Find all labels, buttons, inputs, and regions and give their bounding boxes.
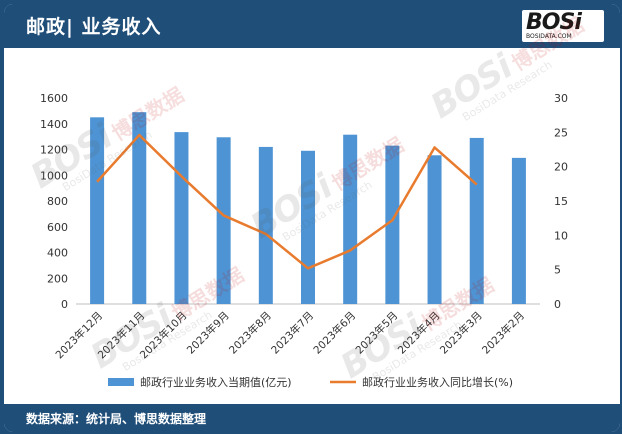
bar xyxy=(216,137,231,304)
bar xyxy=(343,134,358,304)
logo-mark: BOSi xyxy=(526,10,582,35)
brand-logo: BOSi BOSIDATA.COM xyxy=(522,10,604,42)
y-left-tick-label: 400 xyxy=(47,247,68,260)
bar xyxy=(132,112,147,304)
x-tick-label: 2023年8月 xyxy=(226,309,274,357)
y-left-tick-label: 1400 xyxy=(40,118,68,131)
bar xyxy=(301,150,315,304)
header-bar: 邮政| 业务收入 BOSi BOSIDATA.COM xyxy=(4,4,620,50)
x-tick-label: 2023年9月 xyxy=(184,309,232,357)
y-left-tick-label: 200 xyxy=(47,272,68,285)
bar xyxy=(90,117,105,304)
y-right-tick-label: 0 xyxy=(554,298,561,311)
logo-subtext: BOSIDATA.COM xyxy=(526,33,572,40)
bar xyxy=(469,137,484,304)
legend-label-bar: 邮政行业业务收入当期值(亿元) xyxy=(140,375,292,389)
y-left-tick-label: 1600 xyxy=(40,92,68,105)
bar xyxy=(385,145,400,304)
bar xyxy=(427,155,442,304)
y-left-tick-label: 1200 xyxy=(40,144,68,157)
y-right-tick-label: 15 xyxy=(554,195,568,208)
x-tick-label: 2023年2月 xyxy=(479,309,527,357)
data-source: 数据来源：统计局、博思数据整理 xyxy=(26,412,207,426)
chart-card: 邮政| 业务收入 BOSi BOSIDATA.COM 0 200 400 600 800… xyxy=(3,3,621,433)
x-tick-label: 2023年3月 xyxy=(437,309,485,357)
legend-label-line: 邮政行业业务收入同比增长(%) xyxy=(362,375,513,389)
chart-area: 0 200 400 600 800 1000 1200 1400 1600 0 5 10 15 20 25 3… xyxy=(4,50,620,402)
y-right-tick-label: 5 xyxy=(554,264,561,277)
y-left-tick-label: 600 xyxy=(47,221,68,234)
bar xyxy=(511,157,526,304)
x-tick-label: 2023年4月 xyxy=(395,309,443,357)
y-left-tick-label: 1000 xyxy=(40,169,68,182)
legend-swatch-bar xyxy=(108,378,134,386)
bar xyxy=(174,132,189,304)
y-right-tick-label: 20 xyxy=(554,161,568,174)
y-right-tick-label: 25 xyxy=(554,126,568,139)
page-title: 邮政| 业务收入 xyxy=(26,16,162,38)
x-tick-label: 2023年5月 xyxy=(353,309,401,357)
footer-bar: 数据来源：统计局、博思数据整理 xyxy=(4,404,620,432)
combo-chart: 0 200 400 600 800 1000 1200 1400 1600 0 5 10 15 20 25 3… xyxy=(40,92,568,389)
bar xyxy=(258,146,273,304)
y-left-tick-label: 0 xyxy=(61,298,68,311)
y-right-tick-label: 30 xyxy=(554,92,568,105)
y-right-tick-label: 10 xyxy=(554,229,568,242)
x-tick-label: 2023年6月 xyxy=(311,309,359,357)
x-tick-label: 2023年7月 xyxy=(268,309,316,357)
y-left-tick-label: 800 xyxy=(47,195,68,208)
line-series xyxy=(96,133,478,270)
